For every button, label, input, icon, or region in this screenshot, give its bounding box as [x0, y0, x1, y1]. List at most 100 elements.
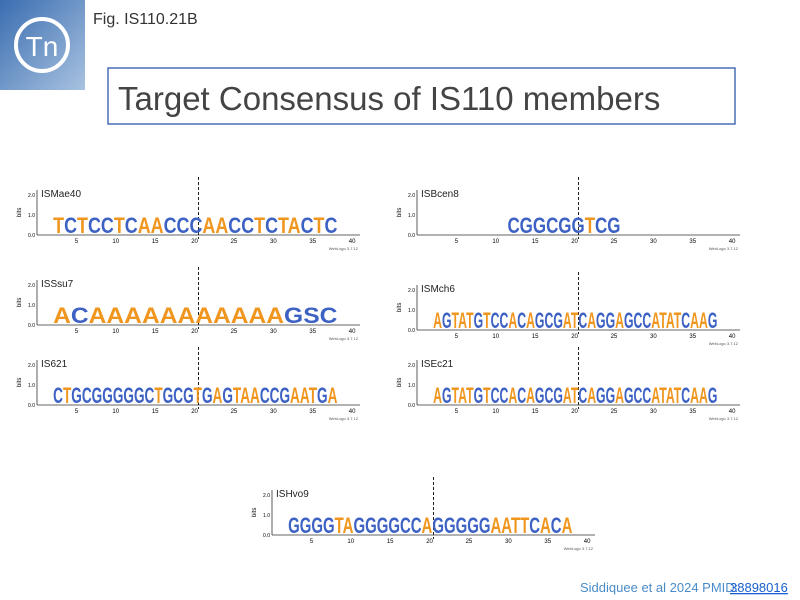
axis-title: bits — [252, 508, 258, 517]
x-tick-label: 10 — [492, 409, 499, 415]
axis-title: bits — [17, 298, 23, 307]
x-tick-label: 40 — [729, 334, 736, 340]
x-tick-label: 5 — [310, 539, 314, 545]
sequence-logo: CGGCGGTCG — [507, 213, 620, 238]
axis-title: bits — [17, 378, 23, 387]
y-tick-label: 1.0 — [28, 383, 35, 389]
y-tick-label: 1.0 — [28, 303, 35, 309]
x-tick-label: 10 — [347, 539, 354, 545]
citation: Siddiquee et al 2024 PMID: — [580, 580, 738, 595]
y-tick-label: 0.0 — [28, 323, 35, 329]
y-tick-label: 1.0 — [28, 213, 35, 219]
y-tick-label: 2.0 — [408, 288, 415, 294]
logo-credit: WebLogo 3.7.12 — [709, 416, 739, 421]
x-tick-label: 40 — [349, 239, 356, 245]
x-tick-label: 35 — [689, 334, 696, 340]
x-tick-label: 10 — [492, 239, 499, 245]
logo-credit: WebLogo 3.7.12 — [329, 246, 359, 251]
axis-title: bits — [397, 378, 403, 387]
y-tick-label: 2.0 — [28, 363, 35, 369]
y-tick-label: 2.0 — [263, 493, 270, 499]
x-tick-label: 10 — [112, 409, 119, 415]
sequence-logo: GGGGTAGGGGCCAGGGGGAATTCACA — [288, 513, 572, 538]
logo-credit: WebLogo 3.7.12 — [564, 546, 594, 551]
y-tick-label: 2.0 — [28, 193, 35, 199]
citation-link[interactable]: 38898016 — [730, 580, 788, 595]
x-tick-label: 20 — [571, 334, 578, 340]
x-tick-label: 5 — [75, 329, 79, 335]
axis-title: bits — [397, 208, 403, 217]
figure-label: Fig. IS110.21B — [93, 11, 198, 28]
panel-label: ISEc21 — [421, 359, 454, 370]
x-tick-label: 30 — [650, 239, 657, 245]
x-tick-label: 25 — [611, 409, 618, 415]
logo-ring — [14, 17, 70, 73]
x-tick-label: 30 — [270, 409, 277, 415]
logo-credit: WebLogo 3.7.12 — [709, 341, 739, 346]
panel-label: ISSsu7 — [41, 279, 74, 290]
x-tick-label: 15 — [152, 409, 159, 415]
x-tick-label: 40 — [349, 329, 356, 335]
x-tick-label: 5 — [75, 239, 79, 245]
panel-label: ISHvo9 — [276, 489, 309, 500]
axis-title: bits — [17, 208, 23, 217]
x-tick-label: 10 — [112, 329, 119, 335]
x-tick-label: 15 — [387, 539, 394, 545]
x-tick-label: 10 — [492, 334, 499, 340]
sequence-logo: AGTATGTCCACAGCGATCAGGAGCCATATCAAG — [433, 308, 717, 333]
x-tick-label: 40 — [584, 539, 591, 545]
sequence-logo: CTGCGGGGGCTGCGTGAGTAACCGAATGA — [53, 383, 337, 408]
x-tick-label: 20 — [191, 329, 198, 335]
x-tick-label: 15 — [532, 409, 539, 415]
x-tick-label: 15 — [152, 329, 159, 335]
panel-label: IS621 — [41, 359, 68, 370]
x-tick-label: 25 — [466, 539, 473, 545]
x-tick-label: 20 — [191, 409, 198, 415]
y-tick-label: 0.0 — [408, 403, 415, 409]
y-tick-label: 1.0 — [408, 308, 415, 314]
title-box — [107, 67, 736, 125]
y-tick-label: 2.0 — [28, 283, 35, 289]
x-tick-label: 30 — [505, 539, 512, 545]
y-tick-label: 1.0 — [408, 213, 415, 219]
x-tick-label: 30 — [270, 239, 277, 245]
x-tick-label: 20 — [571, 239, 578, 245]
x-tick-label: 35 — [689, 409, 696, 415]
x-tick-label: 25 — [231, 329, 238, 335]
y-tick-label: 2.0 — [408, 193, 415, 199]
panel-label: ISBcen8 — [421, 189, 459, 200]
x-tick-label: 15 — [152, 239, 159, 245]
logo-credit: WebLogo 3.7.12 — [329, 416, 359, 421]
x-tick-label: 10 — [112, 239, 119, 245]
x-tick-label: 25 — [231, 409, 238, 415]
sequence-logo: AGTATGTCCACAGCGATCAGGAGCCATATCAAG — [433, 383, 717, 408]
y-tick-label: 0.0 — [408, 328, 415, 334]
panel-label: ISMch6 — [421, 284, 455, 295]
x-tick-label: 40 — [729, 409, 736, 415]
y-tick-label: 0.0 — [408, 233, 415, 239]
x-tick-label: 5 — [455, 409, 459, 415]
x-tick-label: 35 — [309, 329, 316, 335]
y-tick-label: 0.0 — [28, 233, 35, 239]
x-tick-label: 25 — [611, 334, 618, 340]
logo-credit: WebLogo 3.7.12 — [329, 336, 359, 341]
y-tick-label: 1.0 — [408, 383, 415, 389]
x-tick-label: 25 — [231, 239, 238, 245]
slide-title: Target Consensus of IS110 members — [118, 80, 660, 117]
y-tick-label: 1.0 — [263, 513, 270, 519]
x-tick-label: 35 — [544, 539, 551, 545]
logo-credit: WebLogo 3.7.12 — [709, 246, 739, 251]
x-tick-label: 30 — [270, 329, 277, 335]
axis-title: bits — [397, 303, 403, 312]
x-tick-label: 25 — [611, 239, 618, 245]
x-tick-label: 30 — [650, 409, 657, 415]
x-tick-label: 20 — [426, 539, 433, 545]
x-tick-label: 30 — [650, 334, 657, 340]
x-tick-label: 40 — [729, 239, 736, 245]
x-tick-label: 35 — [309, 409, 316, 415]
logo-text: Tn — [26, 31, 59, 62]
x-tick-label: 40 — [349, 409, 356, 415]
x-tick-label: 5 — [75, 409, 79, 415]
